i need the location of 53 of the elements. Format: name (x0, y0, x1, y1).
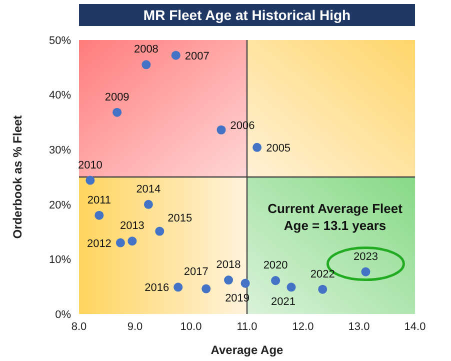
point (116, 238, 125, 248)
point (252, 142, 262, 152)
annotation: 2007 (184, 50, 210, 62)
point (216, 125, 226, 134)
point (174, 282, 183, 292)
annotation: 2005 (266, 142, 291, 154)
annotation: 2016 (144, 282, 170, 294)
y-tick-label: 20% (48, 199, 72, 212)
x-axis-title: Average Age (210, 343, 284, 357)
point (94, 210, 104, 220)
chart-title: MR Fleet Age at Historical High (79, 4, 415, 26)
y-tick-label: 10% (48, 254, 72, 266)
x-tick-label: 10.0 (180, 320, 202, 333)
annotation: 2020 (263, 260, 288, 272)
point (171, 50, 180, 60)
annotation: 2010 (78, 159, 102, 172)
annotation: Current Average Fleet Age = 13.1 years (266, 200, 404, 234)
point (318, 284, 328, 294)
annotation: 2015 (168, 212, 192, 224)
point (155, 226, 164, 236)
annotation: 2011 (87, 194, 111, 206)
annotation: 2022 (310, 268, 335, 280)
point (128, 236, 137, 246)
x-tick-label: 14.0 (404, 320, 426, 333)
point (224, 276, 234, 285)
annotation: 2017 (184, 266, 208, 278)
y-tick-label: 0% (55, 308, 72, 321)
annotation: 2023 (353, 250, 378, 263)
x-tick-label: 9.0 (127, 320, 143, 333)
y-tick-label: 30% (48, 144, 72, 157)
point (271, 276, 280, 286)
point (286, 282, 296, 292)
point (86, 176, 95, 185)
point (112, 108, 122, 117)
annotation: 2021 (271, 296, 296, 308)
annotation: 2013 (120, 220, 144, 232)
point (240, 278, 250, 288)
x-tick-label: 8.0 (71, 320, 87, 333)
annotation: 2012 (86, 238, 112, 250)
annotation: 2018 (216, 259, 241, 272)
annotation: 2009 (104, 91, 130, 104)
x-tick-label: 13.0 (348, 320, 370, 333)
y-axis-title: Orderbook as % Fleet (10, 115, 24, 239)
point (361, 267, 370, 276)
point (202, 284, 211, 294)
x-tick-label: 11.0 (236, 320, 258, 333)
point (144, 200, 153, 209)
y-tick-label: 50% (48, 34, 72, 47)
annotation: 2014 (136, 183, 161, 196)
y-tick-label: 40% (48, 90, 72, 102)
x-tick-label: 12.0 (292, 320, 314, 333)
point (142, 60, 151, 70)
annotation: 2008 (134, 44, 158, 56)
